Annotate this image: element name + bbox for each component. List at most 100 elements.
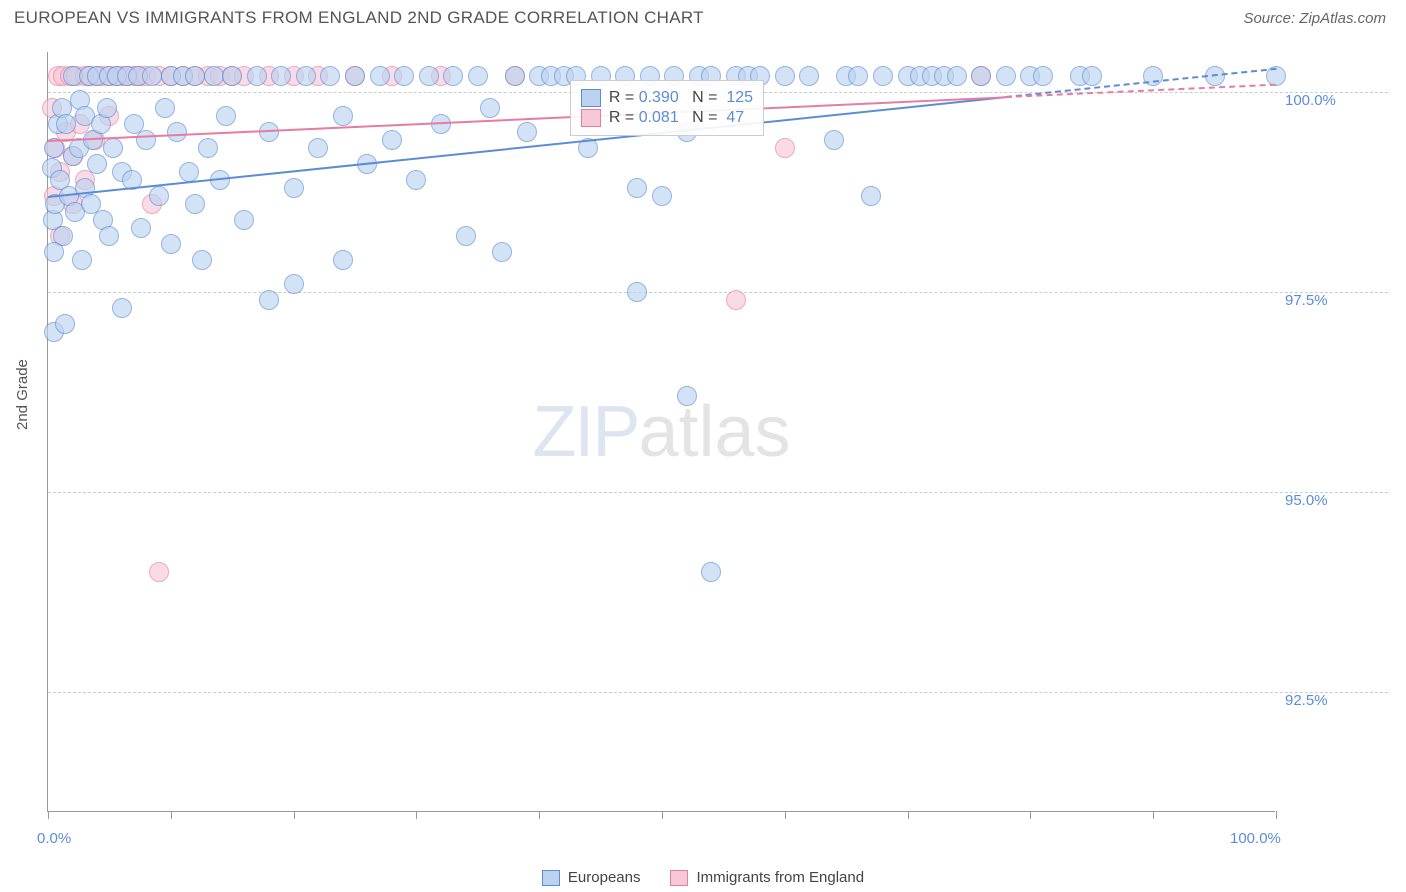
data-point-europeans: [103, 138, 123, 158]
data-point-europeans: [701, 562, 721, 582]
stats-text-europeans: R = 0.390 N = 125: [609, 89, 753, 107]
legend-item-europeans: Europeans: [542, 869, 641, 886]
stats-row-immigrants: R = 0.081 N = 47: [581, 109, 753, 127]
data-point-europeans: [179, 162, 199, 182]
data-point-europeans: [517, 122, 537, 142]
data-point-europeans: [971, 66, 991, 86]
x-tick: [48, 811, 49, 819]
x-tick: [1030, 811, 1031, 819]
x-tick: [908, 811, 909, 819]
data-point-europeans: [284, 178, 304, 198]
x-tick-label: 0.0%: [37, 830, 71, 847]
watermark-zip: ZIP: [532, 392, 638, 472]
data-point-europeans: [296, 66, 316, 86]
source-attribution: Source: ZipAtlas.com: [1243, 10, 1386, 27]
y-tick-label: 100.0%: [1285, 92, 1336, 109]
data-point-europeans: [136, 130, 156, 150]
correlation-stats-box: R = 0.390 N = 125 R = 0.081 N = 47: [570, 80, 764, 136]
data-point-europeans: [775, 66, 795, 86]
x-tick: [171, 811, 172, 819]
x-tick-label: 100.0%: [1230, 830, 1281, 847]
y-tick-label: 95.0%: [1285, 492, 1328, 509]
stats-text-immigrants: R = 0.081 N = 47: [609, 109, 744, 127]
data-point-immigrants: [149, 562, 169, 582]
watermark: ZIPatlas: [532, 391, 790, 473]
x-tick: [294, 811, 295, 819]
data-point-europeans: [333, 106, 353, 126]
x-tick: [416, 811, 417, 819]
gridline: [48, 692, 1388, 693]
data-point-europeans: [185, 66, 205, 86]
data-point-europeans: [419, 66, 439, 86]
data-point-europeans: [848, 66, 868, 86]
data-point-europeans: [167, 122, 187, 142]
data-point-europeans: [652, 186, 672, 206]
data-point-europeans: [271, 66, 291, 86]
data-point-europeans: [861, 186, 881, 206]
data-point-europeans: [234, 210, 254, 230]
data-point-europeans: [677, 386, 697, 406]
data-point-europeans: [627, 282, 647, 302]
data-point-europeans: [996, 66, 1016, 86]
data-point-europeans: [333, 250, 353, 270]
data-point-immigrants: [726, 290, 746, 310]
regression-line-europeans: [48, 96, 1006, 198]
data-point-europeans: [247, 66, 267, 86]
data-point-europeans: [627, 178, 647, 198]
data-point-europeans: [72, 250, 92, 270]
data-point-europeans: [1033, 66, 1053, 86]
data-point-europeans: [97, 98, 117, 118]
stats-swatch-immigrants: [581, 109, 601, 127]
data-point-europeans: [161, 234, 181, 254]
legend-item-immigrants: Immigrants from England: [670, 869, 864, 886]
gridline: [48, 292, 1388, 293]
watermark-atlas: atlas: [638, 392, 790, 472]
legend-label-europeans: Europeans: [568, 869, 641, 886]
scatter-chart: ZIPatlas R = 0.390 N = 125 R = 0.081 N = …: [47, 52, 1275, 812]
x-tick: [1153, 811, 1154, 819]
data-point-europeans: [308, 138, 328, 158]
y-tick-label: 97.5%: [1285, 292, 1328, 309]
data-point-europeans: [284, 274, 304, 294]
data-point-europeans: [443, 66, 463, 86]
y-tick-label: 92.5%: [1285, 692, 1328, 709]
data-point-immigrants: [775, 138, 795, 158]
legend: Europeans Immigrants from England: [0, 869, 1406, 886]
legend-label-immigrants: Immigrants from England: [696, 869, 864, 886]
data-point-europeans: [259, 290, 279, 310]
data-point-europeans: [480, 98, 500, 118]
data-point-europeans: [1082, 66, 1102, 86]
data-point-europeans: [320, 66, 340, 86]
stats-row-europeans: R = 0.390 N = 125: [581, 89, 753, 107]
data-point-europeans: [99, 226, 119, 246]
data-point-europeans: [406, 170, 426, 190]
data-point-europeans: [456, 226, 476, 246]
legend-swatch-europeans: [542, 870, 560, 886]
data-point-europeans: [947, 66, 967, 86]
data-point-europeans: [505, 66, 525, 86]
x-tick: [662, 811, 663, 819]
data-point-europeans: [799, 66, 819, 86]
data-point-europeans: [204, 66, 224, 86]
data-point-europeans: [56, 114, 76, 134]
data-point-europeans: [492, 242, 512, 262]
data-point-europeans: [87, 154, 107, 174]
x-tick: [539, 811, 540, 819]
x-tick: [785, 811, 786, 819]
data-point-europeans: [44, 242, 64, 262]
data-point-europeans: [198, 138, 218, 158]
data-point-europeans: [468, 66, 488, 86]
data-point-europeans: [192, 250, 212, 270]
data-point-europeans: [216, 106, 236, 126]
data-point-europeans: [873, 66, 893, 86]
data-point-europeans: [142, 66, 162, 86]
chart-title: EUROPEAN VS IMMIGRANTS FROM ENGLAND 2ND …: [14, 8, 704, 28]
stats-swatch-europeans: [581, 89, 601, 107]
data-point-europeans: [345, 66, 365, 86]
data-point-europeans: [370, 66, 390, 86]
legend-swatch-immigrants: [670, 870, 688, 886]
data-point-europeans: [55, 314, 75, 334]
y-axis-title: 2nd Grade: [14, 359, 31, 430]
gridline: [48, 492, 1388, 493]
data-point-europeans: [112, 298, 132, 318]
